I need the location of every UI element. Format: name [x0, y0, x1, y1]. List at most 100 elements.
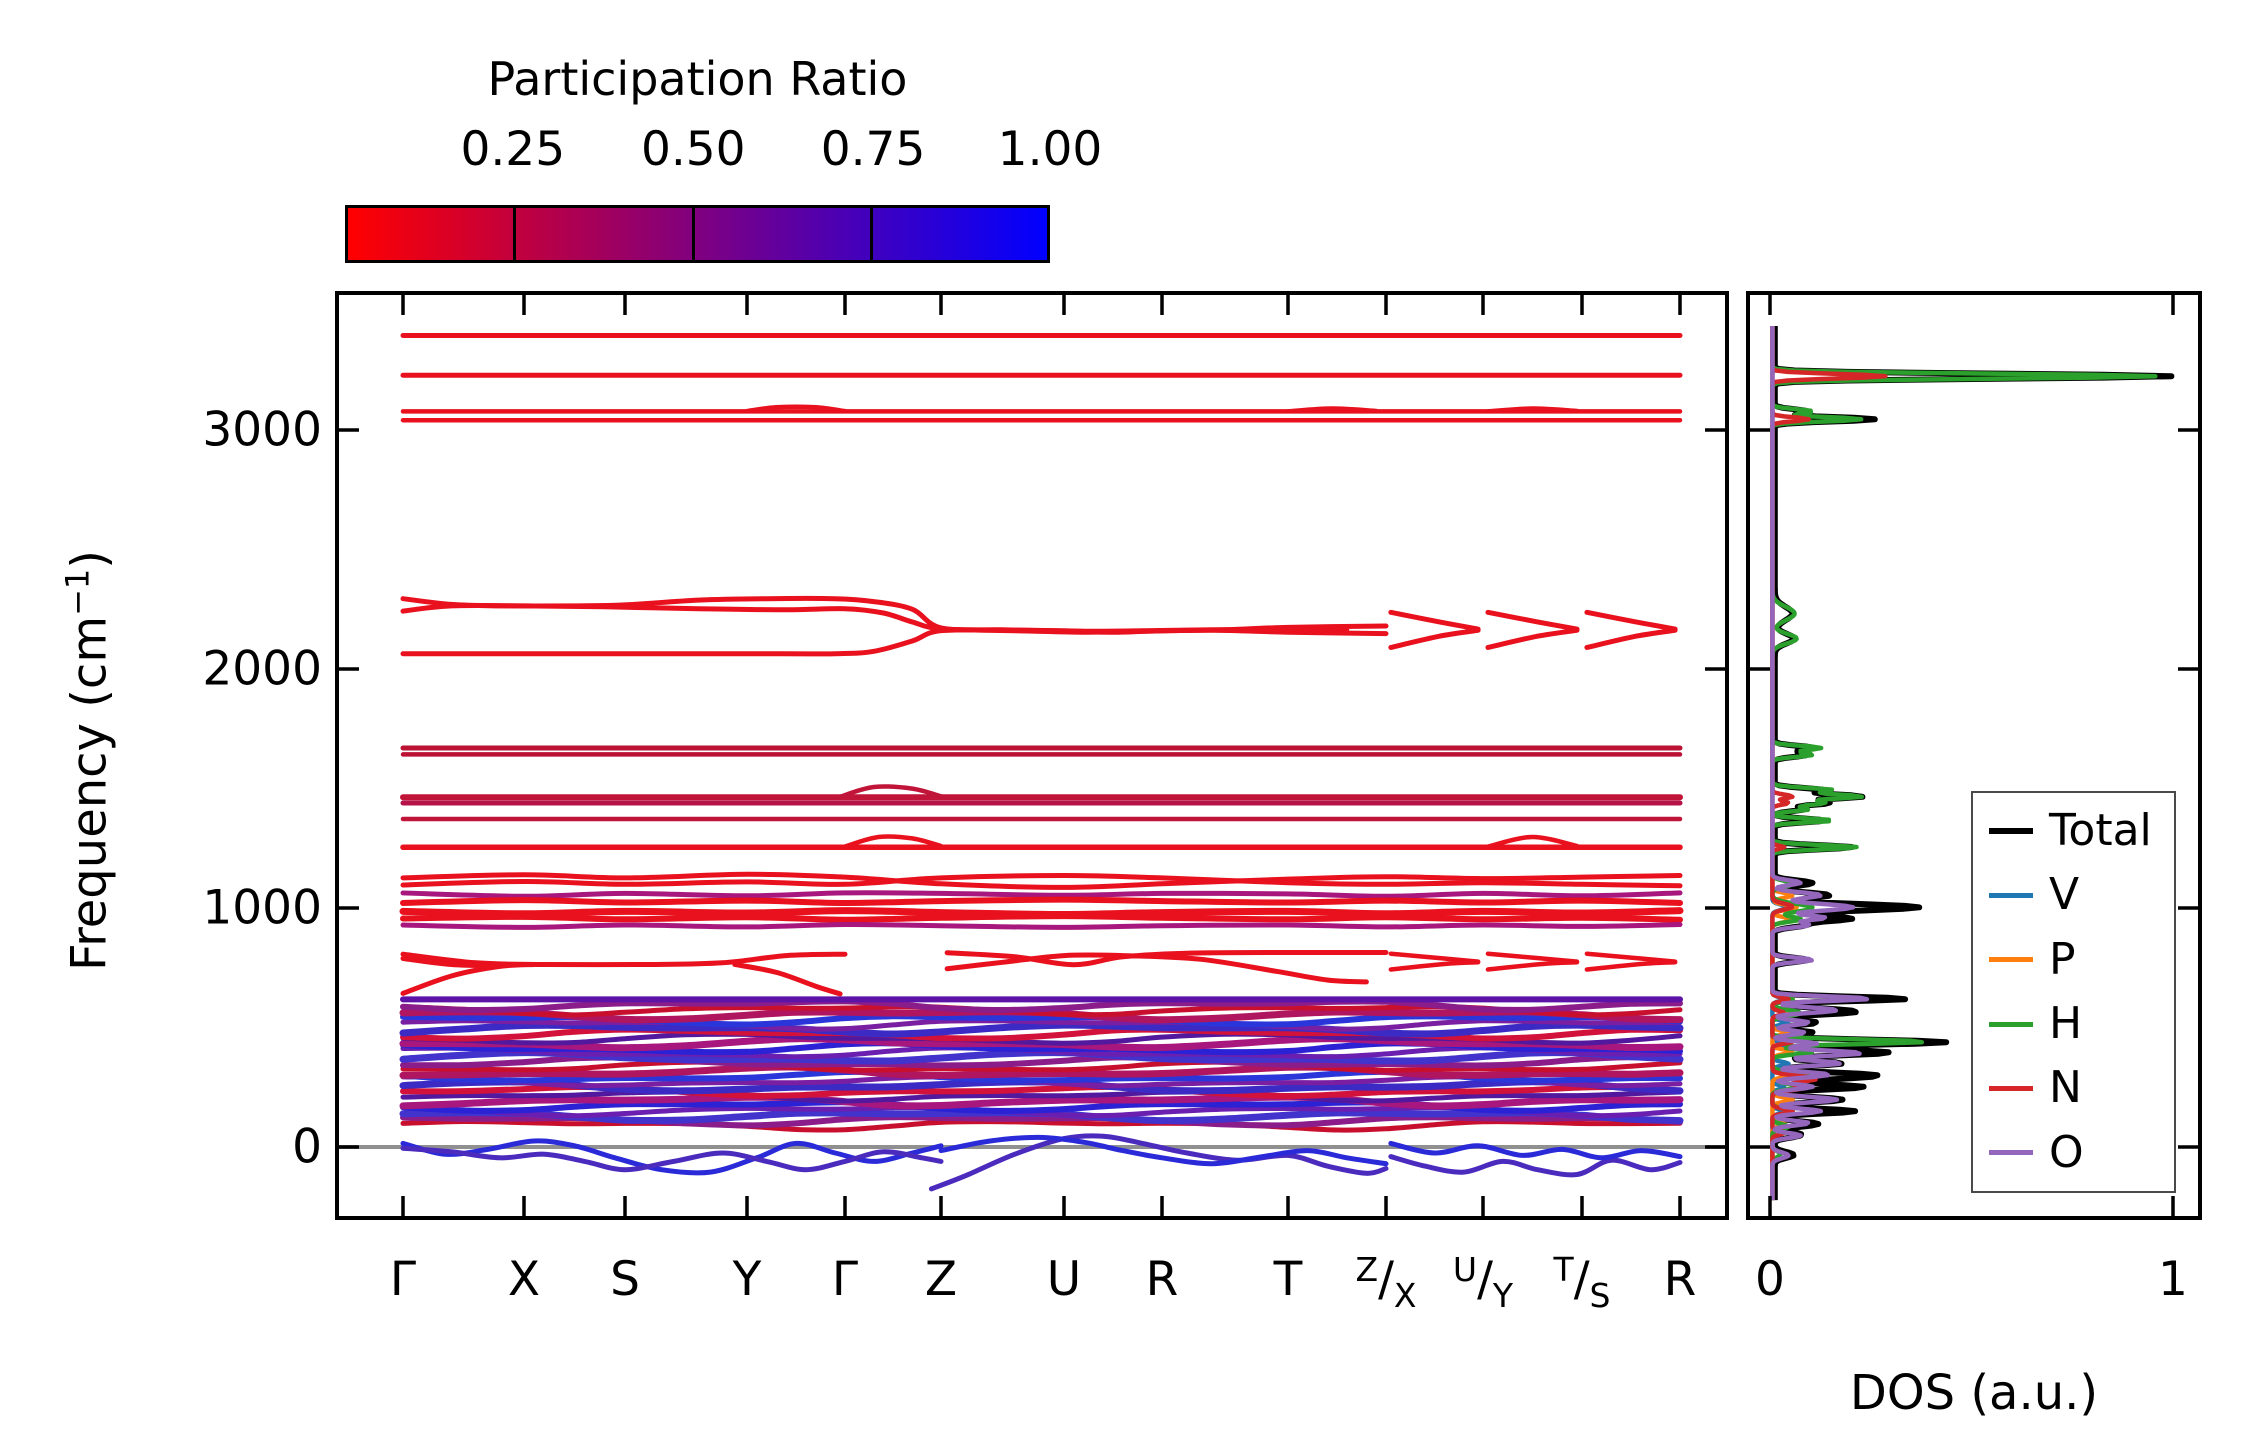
- dos-curve-total: [1771, 324, 2175, 1202]
- band-line: [842, 834, 944, 849]
- legend-label: O: [2049, 1126, 2084, 1178]
- kpoint-tick-label: U/Y: [1452, 1250, 1513, 1315]
- band-line: [1584, 627, 1678, 650]
- colorbar-tick-line: [691, 208, 695, 260]
- band-line: [400, 871, 1683, 890]
- kpoint-tick-label: Z: [924, 1252, 958, 1307]
- kpoint-tick-label: S: [610, 1252, 640, 1307]
- frequency-tick-label: 0: [292, 1119, 322, 1175]
- colorbar-tick-label: 0.50: [640, 122, 746, 177]
- band-line: [400, 1099, 1683, 1114]
- band-line: [837, 784, 944, 800]
- colorbar-tick-line: [512, 208, 516, 260]
- band-line: [400, 1059, 1683, 1073]
- band-line: [732, 961, 843, 997]
- kpoint-tick-label: T: [1273, 1252, 1303, 1307]
- band-line: [938, 1134, 1389, 1167]
- band-line: [400, 896, 1683, 907]
- kpoint-tick-label: Z/X: [1355, 1250, 1416, 1315]
- legend-label: N: [2049, 1062, 2082, 1114]
- kpoint-tick-label: T/S: [1553, 1250, 1611, 1315]
- legend-line-swatch: [1989, 1150, 2033, 1156]
- band-line: [744, 404, 848, 414]
- band-line: [400, 998, 1683, 1014]
- kpoint-tick-label: Y: [732, 1252, 762, 1307]
- legend-item: N: [1989, 1066, 2164, 1110]
- band-line: [400, 626, 1350, 657]
- colorbar-tick-label: 0.75: [820, 122, 926, 177]
- kpoint-tick-label: R: [1145, 1252, 1179, 1307]
- legend-line-swatch: [1989, 892, 2033, 898]
- band-line: [1388, 960, 1481, 972]
- kpoint-superscript: T: [1553, 1250, 1574, 1289]
- band-line: [1286, 406, 1379, 414]
- legend-line-swatch: [1989, 828, 2033, 835]
- dos-curve-O: [1770, 325, 1870, 1201]
- band-line: [1584, 951, 1678, 964]
- band-line: [400, 955, 503, 969]
- kpoint-superscript: U: [1452, 1250, 1478, 1289]
- band-line: [400, 1118, 1683, 1133]
- kpoint-superscript: Z: [1355, 1250, 1379, 1289]
- kpoint-tick-label: Γ: [389, 1252, 417, 1307]
- dos-tick-label: 1: [2158, 1252, 2188, 1307]
- legend-label: P: [2049, 933, 2076, 985]
- colorbar-tick-label: 0.25: [460, 122, 566, 177]
- frequency-tick-label: 1000: [202, 880, 322, 936]
- band-line: [400, 872, 1683, 889]
- dos-curves: [1770, 324, 2175, 1202]
- dos-tick-label: 0: [1755, 1252, 1785, 1307]
- colorbar-title: Participation Ratio: [487, 52, 908, 106]
- band-line: [399, 1093, 1684, 1110]
- kpoint-slash: /: [1477, 1252, 1493, 1307]
- kpoint-tick-label: R: [1663, 1252, 1697, 1307]
- band-line: [1584, 960, 1678, 972]
- kpoint-slash: /: [1378, 1252, 1394, 1307]
- kpoint-tick-label: X: [507, 1252, 541, 1307]
- band-line: [944, 952, 1369, 985]
- band-line: [399, 1021, 1684, 1038]
- band-line: [400, 1145, 944, 1173]
- legend-item: V: [1989, 873, 2164, 917]
- legend-item: H: [1989, 1002, 2164, 1046]
- legend-item: O: [1989, 1126, 2164, 1178]
- band-line: [400, 962, 537, 996]
- kpoint-subscript: S: [1589, 1276, 1611, 1315]
- kpoint-subscript: X: [1393, 1276, 1417, 1315]
- band-line: [1485, 960, 1580, 972]
- band-line: [400, 890, 1683, 899]
- band-line: [1485, 609, 1580, 632]
- band-line: [928, 1133, 1389, 1192]
- band-line: [400, 921, 1683, 930]
- band-line: [1485, 627, 1580, 650]
- kpoint-tick-label: U: [1046, 1252, 1082, 1307]
- band-panel-frame: [335, 291, 1729, 1220]
- frequency-tick-label: 2000: [202, 641, 322, 697]
- legend-label: H: [2049, 998, 2083, 1050]
- band-line: [400, 913, 1683, 923]
- band-line: [1485, 951, 1580, 964]
- legend-item: P: [1989, 933, 2164, 985]
- legend-item: Total: [1989, 809, 2164, 853]
- frequency-tick-label: 3000: [202, 402, 322, 458]
- dos-legend: Total V P H N O: [1971, 791, 2176, 1193]
- legend-line-swatch: [1989, 957, 2033, 963]
- kpoint-subscript: Y: [1492, 1276, 1514, 1315]
- colorbar-gradient: [345, 205, 1050, 263]
- dos-panel-frame: [1746, 291, 2202, 1220]
- band-line: [1388, 1154, 1683, 1178]
- band-lines: [399, 333, 1684, 1192]
- colorbar-tick-labels: 0.25 0.50 0.75 1.00: [0, 122, 2259, 182]
- legend-label: Total: [2049, 805, 2152, 857]
- band-line: [1485, 406, 1579, 414]
- band-line: [1485, 834, 1580, 849]
- band-line: [1388, 1140, 1683, 1161]
- legend-label: V: [2049, 869, 2080, 921]
- band-line: [1388, 609, 1481, 632]
- colorbar-tick-label: 1.00: [997, 122, 1103, 177]
- kpoint-tick-label: Γ: [831, 1252, 859, 1307]
- band-line: [400, 951, 848, 968]
- band-line: [399, 1063, 1684, 1079]
- band-line: [1388, 627, 1481, 650]
